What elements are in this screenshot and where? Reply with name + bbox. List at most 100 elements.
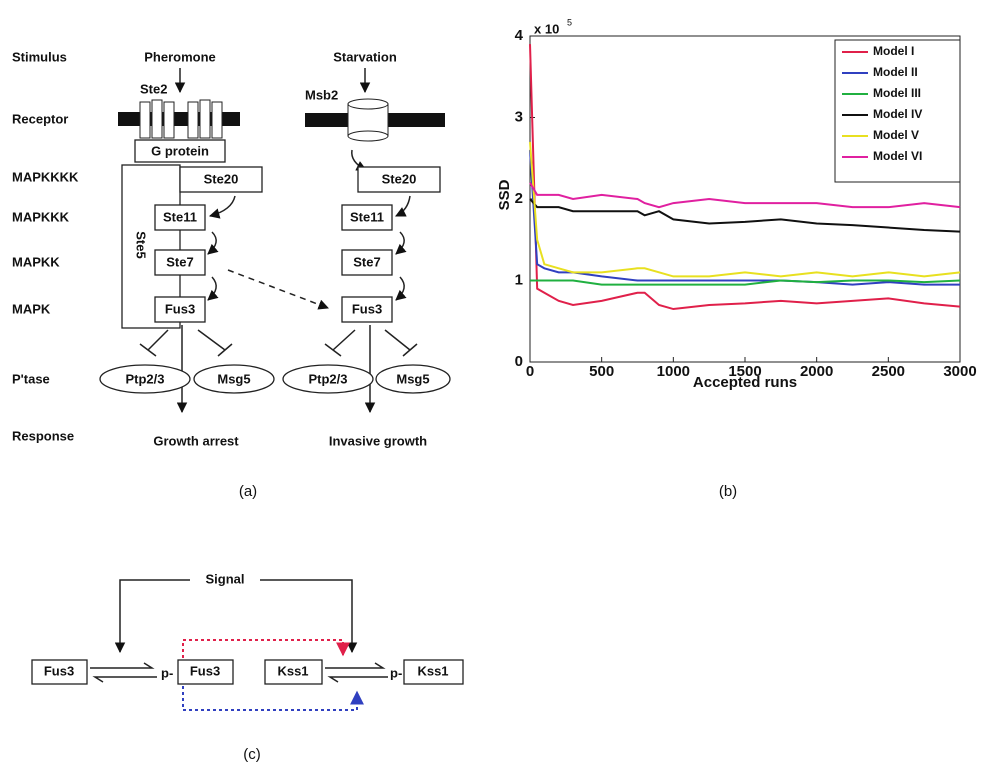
inhibition [324, 329, 356, 357]
arrow [395, 195, 411, 217]
axis-multiplier-exponent: 5 [567, 17, 572, 27]
y-tick-label: 0 [515, 353, 523, 370]
crosstalk-arrow [227, 269, 329, 310]
legend-label: Model V [873, 128, 919, 142]
signal-label: Signal [205, 571, 244, 586]
phosphatase-box [282, 364, 374, 394]
series-line [529, 150, 960, 286]
series-line [529, 198, 961, 233]
series-line [529, 141, 961, 278]
kinase-box [154, 296, 206, 323]
response: Invasive growth [329, 433, 427, 448]
row-label: Receptor [12, 111, 68, 126]
phosphatase: Msg5 [396, 371, 429, 386]
species-box [403, 659, 464, 685]
arrow [207, 231, 219, 255]
legend-label: Model III [873, 86, 921, 100]
g-protein: G protein [151, 143, 209, 158]
receptor-icon [347, 98, 389, 142]
panel-a: Stimulus Receptor MAPKKKK MAPKKK MAPKK M… [12, 49, 451, 500]
row-label: P'tase [12, 371, 50, 386]
series-line [529, 44, 961, 311]
x-axis-label: Accepted runs [693, 374, 797, 391]
kinase-box [179, 166, 263, 193]
species: Kss1 [277, 663, 308, 678]
x-tick-label: 2000 [800, 363, 833, 380]
row-label: MAPKK [12, 254, 60, 269]
kinase: Fus3 [165, 301, 195, 316]
y-tick-label: 1 [515, 271, 523, 288]
species: Kss1 [417, 663, 448, 678]
species: Fus3 [190, 663, 220, 678]
kinase-box [357, 166, 441, 193]
arrow [207, 276, 219, 301]
row-label: Response [12, 428, 74, 443]
kinase: Ste7 [353, 254, 380, 269]
phosphatase-box [99, 364, 191, 394]
inhibition [139, 329, 169, 357]
phosphatase: Ptp2/3 [308, 371, 347, 386]
kinase: Ste7 [166, 254, 193, 269]
x-tick-label: 1000 [657, 363, 690, 380]
axis-multiplier: x 10 [534, 21, 559, 36]
caption: (c) [243, 746, 261, 763]
arrow [208, 195, 236, 219]
kinase-box [341, 296, 393, 323]
caption: (a) [239, 483, 257, 500]
arrow [260, 579, 358, 654]
x-tick-label: 0 [526, 363, 534, 380]
x-tick-label: 500 [589, 363, 614, 380]
row-label: Stimulus [12, 49, 67, 64]
species-prefix: p- [390, 665, 402, 680]
x-tick-label: 1500 [728, 363, 761, 380]
receptor-label: Ste2 [140, 81, 167, 96]
kinase: Fus3 [352, 301, 382, 316]
scaffold-label: Ste5 [134, 231, 149, 258]
kinase-box [154, 204, 206, 231]
x-tick-label: 2500 [872, 363, 905, 380]
series-line [529, 182, 961, 209]
inhibition [384, 329, 418, 357]
species: Fus3 [44, 663, 74, 678]
panel-c: Signal Fus3 p- Fus3 Kss1 p- Kss1 (c) [31, 571, 464, 763]
x-tick-label: 3000 [943, 363, 976, 380]
g-protein-box [134, 139, 226, 163]
reversible-arrow [90, 662, 157, 683]
stimulus: Starvation [333, 49, 397, 64]
series-line [530, 279, 961, 286]
response: Growth arrest [153, 433, 239, 448]
legend-label: Model VI [873, 149, 922, 163]
phosphatase: Ptp2/3 [125, 371, 164, 386]
arrow [395, 231, 407, 255]
species-box [31, 659, 88, 685]
y-axis-label: SSD [496, 179, 513, 210]
kinase-box [154, 249, 206, 276]
stimulus: Pheromone [144, 49, 216, 64]
legend-label: Model IV [873, 107, 922, 121]
arrow [395, 276, 407, 301]
receptor-label: Msb2 [305, 87, 338, 102]
kinase: Ste11 [163, 209, 197, 224]
species-prefix: p- [161, 665, 173, 680]
legend-label: Model I [873, 44, 914, 58]
arrow [114, 579, 190, 654]
feedback-arrow [182, 686, 364, 711]
row-label: MAPKKK [12, 209, 70, 224]
phosphatase-box [375, 364, 451, 394]
legend-label: Model II [873, 65, 918, 79]
phosphatase-box [193, 364, 275, 394]
inhibition [197, 329, 233, 357]
legend-box [834, 39, 961, 183]
species-box [177, 659, 234, 685]
y-tick-label: 4 [515, 27, 524, 44]
species-box [264, 659, 323, 685]
reversible-arrow [325, 662, 388, 683]
feedback-arrow [182, 639, 350, 658]
phosphatase: Msg5 [217, 371, 250, 386]
row-label: MAPKKKK [12, 169, 79, 184]
kinase: Ste20 [204, 171, 239, 186]
row-label: MAPK [12, 301, 51, 316]
kinase: Ste11 [350, 209, 384, 224]
y-tick-label: 2 [515, 190, 523, 207]
